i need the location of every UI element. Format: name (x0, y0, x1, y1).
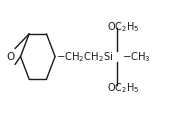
Text: $\mathregular{OC_2H_5}$: $\mathregular{OC_2H_5}$ (107, 20, 139, 33)
Text: $\mathregular{-CH_3}$: $\mathregular{-CH_3}$ (122, 50, 151, 64)
Text: $\mathregular{-CH_2CH_2Si}$: $\mathregular{-CH_2CH_2Si}$ (56, 50, 113, 64)
Text: O: O (6, 52, 14, 62)
Text: $\mathregular{OC_2H_5}$: $\mathregular{OC_2H_5}$ (107, 81, 139, 94)
